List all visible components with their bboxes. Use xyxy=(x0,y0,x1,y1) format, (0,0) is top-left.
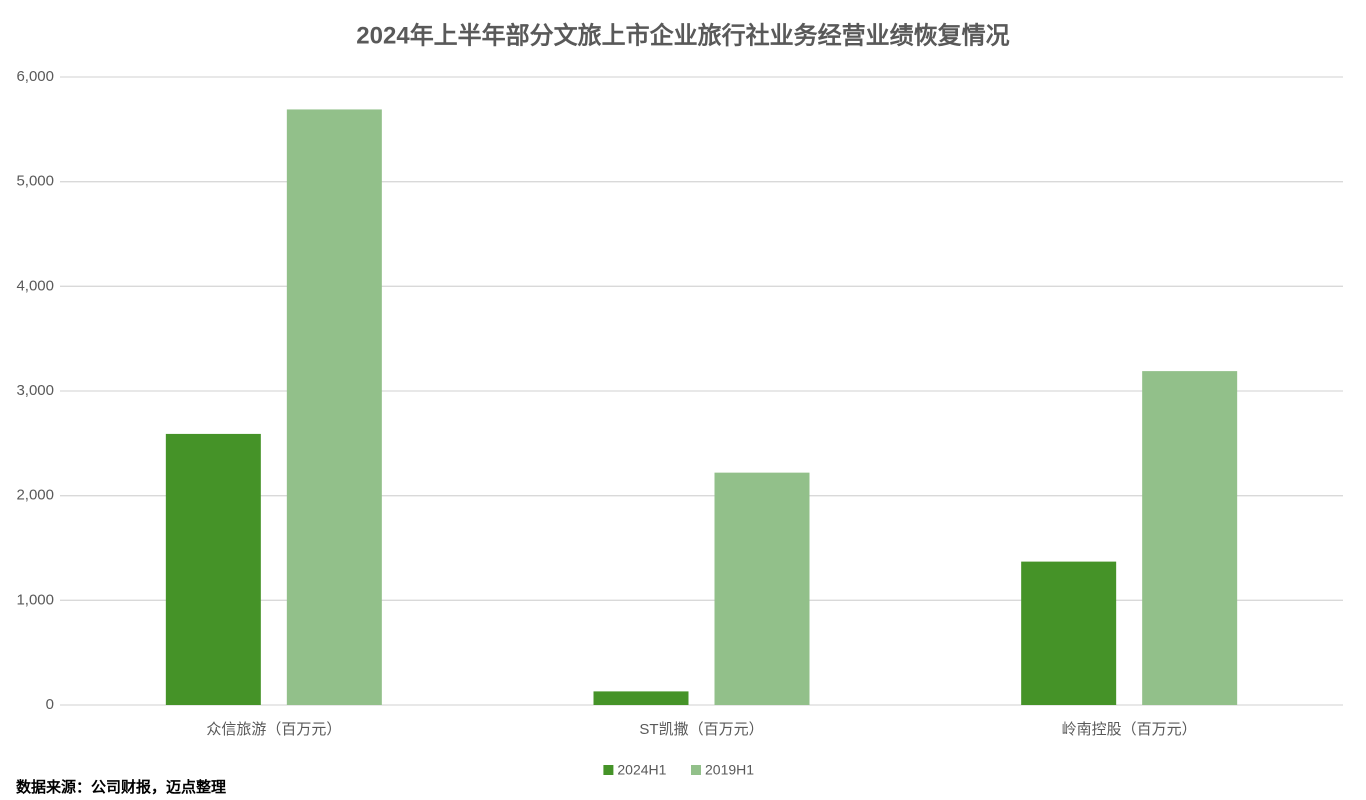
bar xyxy=(165,433,261,705)
y-tick-label: 3,000 xyxy=(16,382,54,399)
y-tick-label: 1,000 xyxy=(16,591,54,608)
source-note: 数据来源：公司财报，迈点整理 xyxy=(16,778,226,796)
legend-swatch xyxy=(603,765,614,775)
bar xyxy=(286,109,382,706)
legend-swatch xyxy=(691,765,701,775)
bar xyxy=(714,472,810,705)
y-tick-label: 4,000 xyxy=(16,277,54,294)
y-tick-label: 5,000 xyxy=(16,173,54,190)
x-tick-label: 众信旅游（百万元） xyxy=(206,721,341,738)
y-tick-label: 6,000 xyxy=(16,68,54,85)
bar xyxy=(1021,561,1117,705)
y-tick-label: 0 xyxy=(46,696,54,713)
y-tick-label: 2,000 xyxy=(16,487,54,504)
bar xyxy=(1142,371,1238,705)
legend-label: 2024H1 xyxy=(617,762,666,778)
chart-title: 2024年上半年部分文旅上市企业旅行社业务经营业绩恢复情况 xyxy=(356,21,1009,49)
x-tick-label: 岭南控股（百万元） xyxy=(1062,721,1197,738)
legend-label: 2019H1 xyxy=(705,762,754,778)
x-tick-label: ST凯撒（百万元） xyxy=(639,721,763,738)
bar xyxy=(593,691,689,705)
